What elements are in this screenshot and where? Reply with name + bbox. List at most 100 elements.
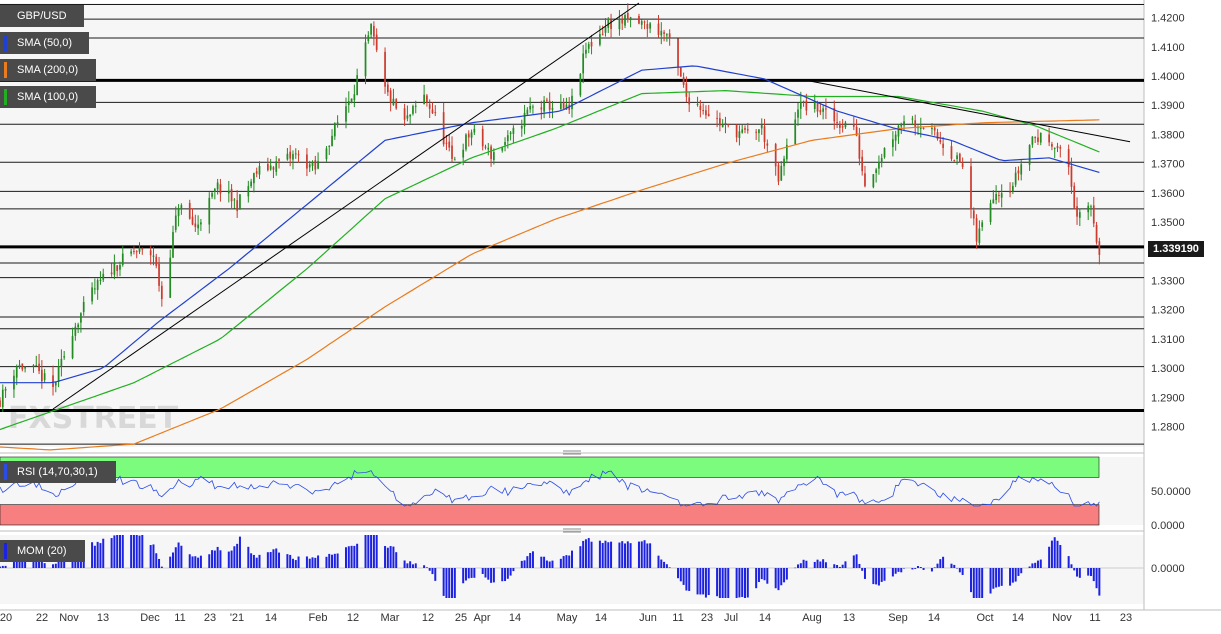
mom-bar	[665, 564, 668, 568]
legend-swatch-sma100	[4, 89, 7, 105]
mom-bar	[250, 553, 253, 568]
candle-body	[911, 118, 914, 120]
mom-bar	[822, 559, 825, 568]
candle-body	[685, 83, 688, 97]
mom-bar	[291, 558, 294, 568]
legend-sma200[interactable]: SMA (200,0)	[0, 59, 96, 81]
candle-body	[900, 123, 903, 127]
mom-bar	[543, 556, 546, 568]
time-axis-tick-label: 13	[97, 612, 109, 624]
mom-bar	[699, 568, 702, 595]
mom-bar	[1067, 556, 1070, 568]
mom-bar	[1073, 568, 1076, 571]
mom-bar	[211, 550, 214, 568]
candle-body	[392, 98, 395, 106]
mom-bar	[333, 553, 336, 568]
mom-bar	[481, 568, 484, 574]
candle-body	[406, 115, 409, 119]
legend-swatch-sma50	[4, 35, 7, 51]
mom-bar	[757, 568, 760, 583]
candle-body	[735, 124, 738, 138]
candle-body	[506, 135, 509, 142]
candle-body	[699, 105, 702, 110]
candle-body	[1000, 193, 1003, 198]
legend-instrument-label: GBP/USD	[17, 10, 67, 22]
candle-body	[822, 108, 824, 112]
mom-bar	[252, 554, 255, 568]
mom-bar	[177, 542, 180, 568]
sma200-line	[0, 119, 1100, 451]
candle-body	[1039, 132, 1042, 143]
candle-body	[211, 193, 213, 197]
mom-bar	[813, 561, 816, 568]
candle-body	[40, 369, 43, 382]
candle-body	[936, 132, 939, 139]
time-axis-tick-label: Jul	[724, 612, 738, 624]
candle-body	[646, 23, 649, 29]
candle-body	[512, 127, 515, 134]
price-axis-tick-label: 1.4100	[1151, 42, 1185, 54]
mom-bar	[861, 568, 864, 571]
mom-bar	[487, 568, 490, 580]
mom-bar	[1078, 568, 1081, 578]
price-axis-tick-label: 1.3500	[1151, 217, 1185, 229]
candle-body	[864, 173, 866, 187]
time-axis-tick-label: Jun	[639, 612, 657, 624]
mom-bar	[54, 563, 57, 568]
mom-bar	[141, 535, 144, 568]
time-axis-tick-label: May	[557, 612, 578, 624]
mom-bar	[629, 543, 632, 568]
mom-bar	[409, 561, 412, 568]
mom-bar	[894, 568, 897, 574]
mom-bar	[501, 568, 504, 582]
time-axis-tick-label: Nov	[59, 612, 79, 624]
candle-body	[892, 139, 894, 148]
candle-body	[794, 119, 797, 145]
mom-bar	[464, 568, 467, 581]
time-axis-tick-label: 23	[204, 612, 216, 624]
mom-bar	[663, 561, 666, 568]
legend-sma50[interactable]: SMA (50,0)	[0, 32, 89, 54]
candle-body	[663, 32, 665, 34]
candle-body	[1037, 137, 1039, 142]
mom-bar	[12, 557, 15, 568]
mom-bar	[1070, 564, 1073, 568]
candle-body	[462, 149, 465, 158]
candle-body	[660, 30, 663, 36]
candle-body	[1090, 206, 1092, 208]
candle-body	[375, 34, 378, 50]
price-axis-tick-label: 1.3700	[1151, 159, 1185, 171]
candle-body	[604, 27, 607, 33]
legend-mom[interactable]: MOM (20)	[0, 540, 85, 562]
legend-rsi[interactable]: RSI (14,70,30,1)	[0, 461, 116, 483]
mom-bar	[531, 551, 534, 568]
candle-body	[855, 126, 858, 136]
mom-bar	[696, 568, 699, 595]
mom-bar	[545, 560, 548, 568]
mom-bar	[551, 560, 554, 568]
candle-body	[758, 129, 760, 134]
time-axis-tick-label: Nov	[1052, 612, 1072, 624]
mom-bar	[395, 552, 398, 568]
candle-body	[160, 285, 163, 300]
mom-bar	[716, 568, 719, 597]
mom-bar	[317, 555, 320, 568]
candle-body	[414, 105, 417, 107]
candle-body	[1009, 191, 1011, 193]
legend-sma100[interactable]: SMA (100,0)	[0, 86, 96, 108]
legend-instrument[interactable]: GBP/USD	[0, 5, 84, 27]
mom-bar	[208, 554, 211, 568]
candle-body	[626, 12, 629, 20]
candle-body	[194, 223, 197, 227]
mom-bar	[571, 550, 573, 568]
candle-body	[1034, 137, 1037, 139]
mom-bar	[347, 546, 350, 568]
mom-bar	[911, 568, 914, 570]
candle-body	[94, 288, 96, 290]
candle-body	[579, 73, 582, 96]
time-axis-tick-label: 11	[672, 612, 683, 624]
candle-body	[180, 205, 183, 210]
time-axis-tick-label: '21	[230, 612, 244, 624]
